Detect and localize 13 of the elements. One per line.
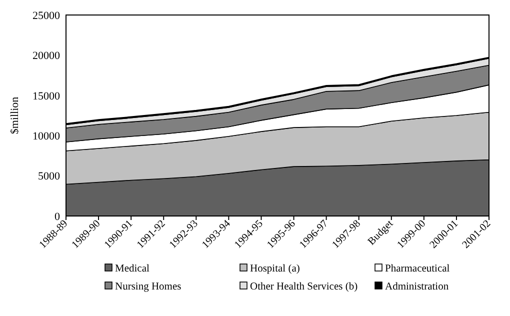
y-tick-label: 10000	[32, 130, 60, 142]
y-tick-label: 5000	[38, 170, 60, 183]
y-tick-label: 20000	[32, 50, 60, 62]
y-tick-label: 0	[54, 210, 60, 223]
legend-label: Medical	[115, 264, 150, 275]
y-axis-title: $million	[9, 96, 21, 134]
y-tick-label: 15000	[32, 90, 60, 102]
legend-label: Pharmaceutical	[385, 264, 450, 275]
legend-label: Other Health Services (b)	[250, 282, 358, 293]
y-tick-label: 25000	[32, 10, 60, 22]
legend-label: Administration	[385, 282, 450, 293]
legend-label: Hospital (a)	[250, 264, 300, 275]
legend-label: Nursing Homes	[115, 282, 182, 293]
